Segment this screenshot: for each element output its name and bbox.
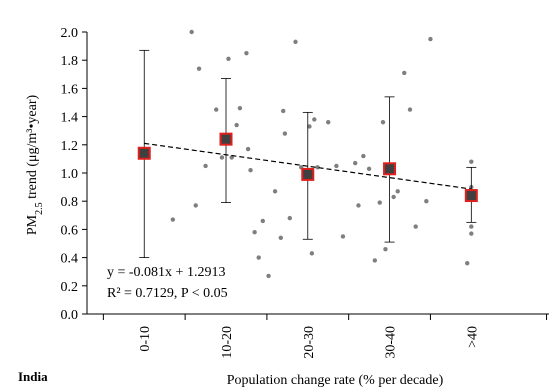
data-point <box>366 166 372 171</box>
data-point <box>402 70 407 76</box>
x-tick-label: 0-10 <box>138 326 153 352</box>
regression-equation: y = -0.081x + 1.2913 <box>107 265 225 280</box>
y-axis-ticks: 0.0 0.2 0.4 0.6 0.8 1.0 1.2 1.4 1.6 1.8 2.0 <box>61 26 87 323</box>
data-point <box>196 66 202 71</box>
data-point <box>260 218 266 224</box>
data-point <box>312 117 317 122</box>
data-point <box>469 231 474 236</box>
data-point <box>407 107 413 112</box>
data-point <box>380 120 386 125</box>
data-point <box>361 153 366 159</box>
data-point <box>293 39 298 45</box>
data-point <box>272 189 278 194</box>
data-point <box>237 105 243 111</box>
y-tick-label: 1.0 <box>61 167 79 182</box>
x-tick-label: 10-20 <box>220 326 235 359</box>
y-tick-label: 0.4 <box>61 252 79 267</box>
data-point <box>248 167 253 173</box>
data-point <box>189 29 194 35</box>
y-tick-label: 0.8 <box>61 195 79 210</box>
data-point <box>465 261 470 266</box>
data-point <box>424 199 429 204</box>
x-tick-label: 20-30 <box>302 326 317 359</box>
data-point <box>469 159 474 164</box>
x-tick-label: >40 <box>465 326 480 348</box>
data-point <box>309 251 315 256</box>
mean-markers <box>137 132 478 203</box>
data-point <box>326 120 331 125</box>
x-axis-label: Population change rate (% per decade) <box>227 373 444 387</box>
data-point <box>315 165 320 170</box>
data-point <box>334 163 339 169</box>
data-point <box>307 124 312 129</box>
trendline-group <box>144 142 472 190</box>
data-point <box>219 155 225 160</box>
y-axis-label: PM2.5 trend (μg/m³•year) <box>25 95 45 236</box>
data-point <box>229 155 234 160</box>
mean-marker <box>301 167 315 181</box>
mean-marker <box>137 146 151 160</box>
data-point <box>226 56 231 61</box>
data-point <box>340 234 346 239</box>
data-point <box>413 224 418 229</box>
data-point <box>428 36 433 42</box>
data-point <box>287 215 292 221</box>
data-point <box>203 163 208 169</box>
data-point <box>353 160 358 166</box>
data-point <box>395 189 400 194</box>
data-point <box>377 200 382 205</box>
y-tick-label: 1.2 <box>61 139 79 154</box>
y-tick-label: 1.6 <box>61 82 79 97</box>
data-point <box>170 217 176 222</box>
mean-marker <box>383 162 397 176</box>
data-point <box>234 122 239 128</box>
data-point <box>372 258 378 263</box>
data-point <box>278 235 283 241</box>
data-point <box>469 224 474 229</box>
scatter-points <box>170 29 474 279</box>
y-axis-label-subscript: 2.5 <box>34 202 45 215</box>
trendline <box>144 142 472 190</box>
data-point <box>213 107 219 112</box>
error-bars <box>139 49 477 259</box>
data-point <box>356 203 361 208</box>
y-axis-label-prefix: PM <box>25 214 40 235</box>
x-tick-label: 30-40 <box>384 326 399 359</box>
y-tick-label: 0.2 <box>61 280 79 295</box>
data-point <box>391 194 396 200</box>
y-tick-label: 2.0 <box>61 26 79 41</box>
data-point <box>266 273 271 279</box>
y-tick-label: 0.6 <box>61 223 79 238</box>
y-axis-label-suffix: trend (μg/m³•year) <box>25 95 40 203</box>
panel-label: India <box>18 369 48 384</box>
y-tick-label: 1.8 <box>61 54 79 69</box>
data-point <box>244 50 249 56</box>
regression-stats: R² = 0.7129, P < 0.05 <box>107 286 228 301</box>
data-point <box>281 108 286 114</box>
data-point <box>245 146 251 152</box>
data-point <box>383 246 388 252</box>
data-point <box>193 203 198 208</box>
y-tick-label: 1.4 <box>61 111 79 126</box>
y-tick-label: 0.0 <box>61 308 79 323</box>
data-point <box>256 255 261 260</box>
mean-marker <box>219 132 233 146</box>
mean-marker <box>464 189 478 203</box>
data-point <box>282 131 288 136</box>
data-point <box>252 230 257 235</box>
x-axis-ticks: 0-10 10-20 20-30 30-40 >40 <box>102 314 548 359</box>
